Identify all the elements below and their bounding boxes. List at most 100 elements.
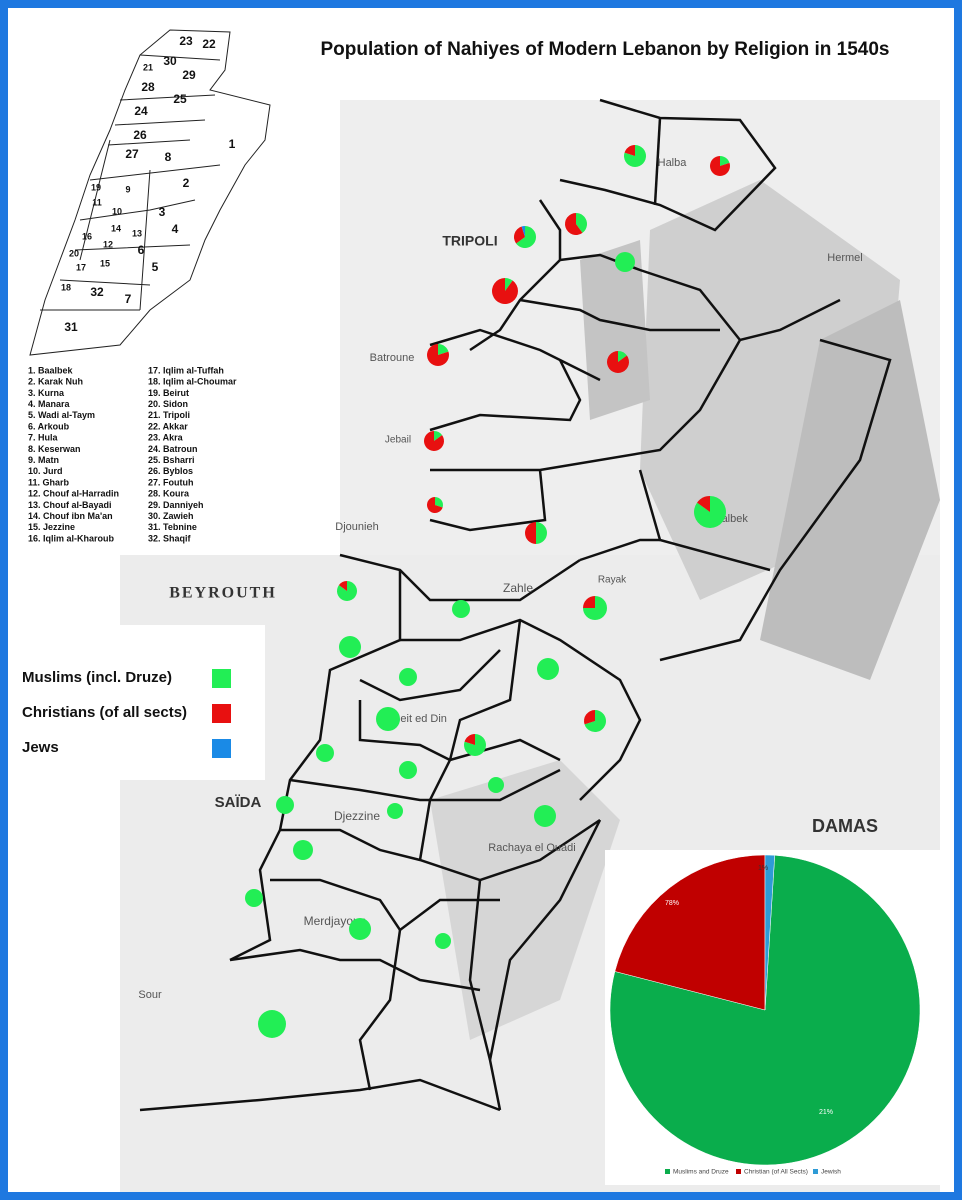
map-pie-slice <box>464 734 475 745</box>
map-pie-slice <box>399 668 417 686</box>
legend-label: Jews <box>22 739 59 756</box>
place-label: Rachaya el Ouadi <box>488 842 575 854</box>
map-pie-slice <box>435 497 443 508</box>
region-name: 3. Kurna <box>28 388 65 398</box>
title: Population of Nahiyes of Modern Lebanon … <box>320 39 889 60</box>
map-pie-slice <box>434 431 443 441</box>
index-number: 3 <box>159 205 166 219</box>
map-pie-slice <box>399 761 417 779</box>
map-pie-slice <box>584 710 595 725</box>
overlay: 1234567891011121314151617181920212223242… <box>22 34 878 1038</box>
pie-legend-label: Jewish <box>821 1169 841 1176</box>
region-name: 24. Batroun <box>148 444 198 454</box>
place-label: Rayak <box>598 575 627 586</box>
map-pie-slice <box>435 933 451 949</box>
region-name: 13. Chouf al-Bayadi <box>28 500 112 510</box>
place-label: SAÏDA <box>215 794 262 811</box>
map-pie-slice <box>565 213 583 235</box>
pie-legend-swatch <box>813 1169 818 1174</box>
place-label: Djounieh <box>335 521 378 533</box>
map-pie-slice <box>514 226 525 244</box>
legend-swatch <box>212 669 231 688</box>
pie-panel: 78% 21% 1% Muslims and Druze Christian (of A… <box>605 850 942 1185</box>
index-number: 2 <box>183 176 190 190</box>
region-name: 7. Hula <box>28 433 59 443</box>
index-number: 32 <box>90 285 104 299</box>
map-pie-slice <box>537 658 559 680</box>
index-number: 24 <box>134 104 148 118</box>
legend-swatch <box>212 739 231 758</box>
index-number: 5 <box>152 260 159 274</box>
map-pie-slice <box>624 145 635 156</box>
index-number: 25 <box>173 92 187 106</box>
index-number: 18 <box>61 282 71 292</box>
map-pie-slice <box>576 213 588 233</box>
index-number: 7 <box>125 292 132 306</box>
region-name: 10. Jurd <box>28 466 63 476</box>
index-number: 27 <box>125 147 139 161</box>
pie-legend-label: Christian (of All Sects) <box>744 1169 808 1176</box>
map-pie-slice <box>697 496 710 512</box>
region-name: 31. Tebnine <box>148 522 197 532</box>
legend-label: Muslims (incl. Druze) <box>22 669 172 686</box>
place-label: Zahle <box>503 581 533 595</box>
index-number: 31 <box>64 320 78 334</box>
index-number: 11 <box>92 197 102 207</box>
place-label: Batroune <box>370 352 415 364</box>
pie-value-label: 78% <box>665 900 679 907</box>
place-label: Jebail <box>385 435 411 446</box>
place-label: TRIPOLI <box>442 233 497 249</box>
map-pie-slice <box>624 145 647 167</box>
index-number: 19 <box>91 182 101 192</box>
map-pie-slice <box>534 805 556 827</box>
map-pie-slice <box>516 226 537 249</box>
index-number: 6 <box>138 243 145 257</box>
region-name: 23. Akra <box>148 433 184 443</box>
region-name: 16. Iqlim al-Kharoub <box>28 533 115 543</box>
map-pie-slice <box>438 344 449 355</box>
region-name: 26. Byblos <box>148 466 193 476</box>
map-pie-slice <box>349 918 371 940</box>
map-pie-slice <box>387 803 403 819</box>
map-pie-slice <box>316 744 334 762</box>
mountains <box>760 300 940 680</box>
region-name: 30. Zawieh <box>148 511 194 521</box>
mountains <box>580 240 650 420</box>
place-label: Beit ed Din <box>393 713 447 725</box>
index-number: 29 <box>182 68 196 82</box>
region-name: 8. Keserwan <box>28 444 81 454</box>
map-pie-slice <box>584 710 606 732</box>
index-number: 26 <box>133 128 147 142</box>
map-pie-slice <box>536 522 547 544</box>
index-number: 15 <box>100 258 110 268</box>
index-number: 10 <box>112 206 122 216</box>
map-pie-slice <box>583 596 595 608</box>
region-name: 18. Iqlim al-Choumar <box>148 377 237 387</box>
map-pie-slice <box>488 777 504 793</box>
region-name: 32. Shaqif <box>148 533 192 543</box>
index-number: 13 <box>132 228 142 238</box>
region-name: 11. Gharb <box>28 477 70 487</box>
map-pie-slice <box>423 431 444 452</box>
pie-legend-label: Muslims and Druze <box>673 1169 729 1176</box>
index-number: 30 <box>163 54 177 68</box>
map-pie-slice <box>258 1010 286 1038</box>
index-number: 20 <box>69 248 79 258</box>
map-pie-slice <box>720 156 730 166</box>
pie-slice <box>614 854 766 1011</box>
map-pie-slice <box>452 600 470 618</box>
pie-legend-swatch <box>736 1169 741 1174</box>
boundaries <box>139 98 892 1112</box>
region-name: 21. Tripoli <box>148 410 190 420</box>
map-pie-slice <box>293 840 313 860</box>
index-number: 12 <box>103 239 113 249</box>
map-pie-slice <box>492 278 519 304</box>
index-number: 1 <box>229 137 236 151</box>
map-pie-slice <box>338 581 347 591</box>
map-pie-slice <box>427 497 443 513</box>
index-map <box>29 29 271 356</box>
index-number: 17 <box>76 262 86 272</box>
